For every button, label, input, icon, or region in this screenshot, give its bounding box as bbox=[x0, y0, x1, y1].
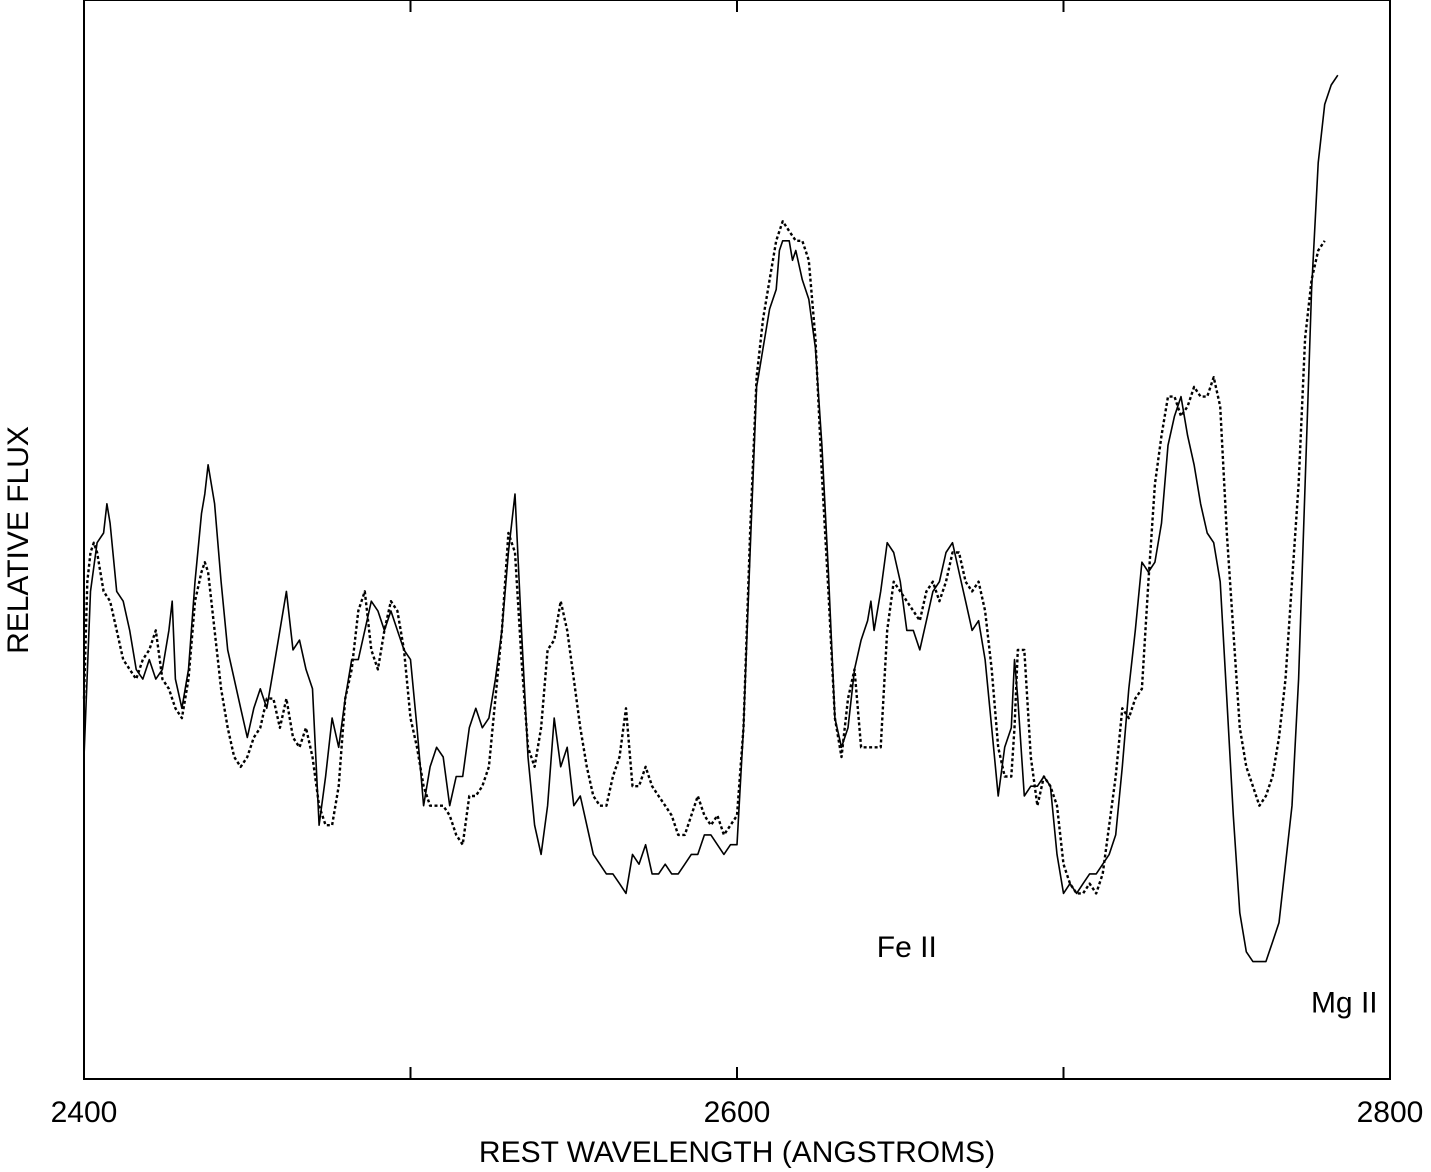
x-axis-ticks bbox=[83, 0, 1391, 1079]
x-axis-title: REST WAVELENGTH (ANGSTROMS) bbox=[479, 1136, 995, 1169]
series-line-dotted bbox=[82, 220, 1326, 895]
annotation-mg-ii: Mg II bbox=[1311, 986, 1378, 1019]
series-group bbox=[82, 74, 1339, 963]
plot-frame bbox=[83, 0, 1391, 1080]
x-axis-tick-labels: 2400 2600 2800 bbox=[51, 1096, 1424, 1129]
x-tick-label-2400: 2400 bbox=[51, 1096, 118, 1129]
annotation-fe-ii: Fe II bbox=[877, 931, 937, 964]
y-axis-title: RELATIVE FLUX bbox=[2, 426, 35, 654]
x-tick-label-2600: 2600 bbox=[704, 1096, 771, 1129]
series-line-solid bbox=[83, 74, 1339, 963]
x-tick-label-2800: 2800 bbox=[1357, 1096, 1424, 1129]
